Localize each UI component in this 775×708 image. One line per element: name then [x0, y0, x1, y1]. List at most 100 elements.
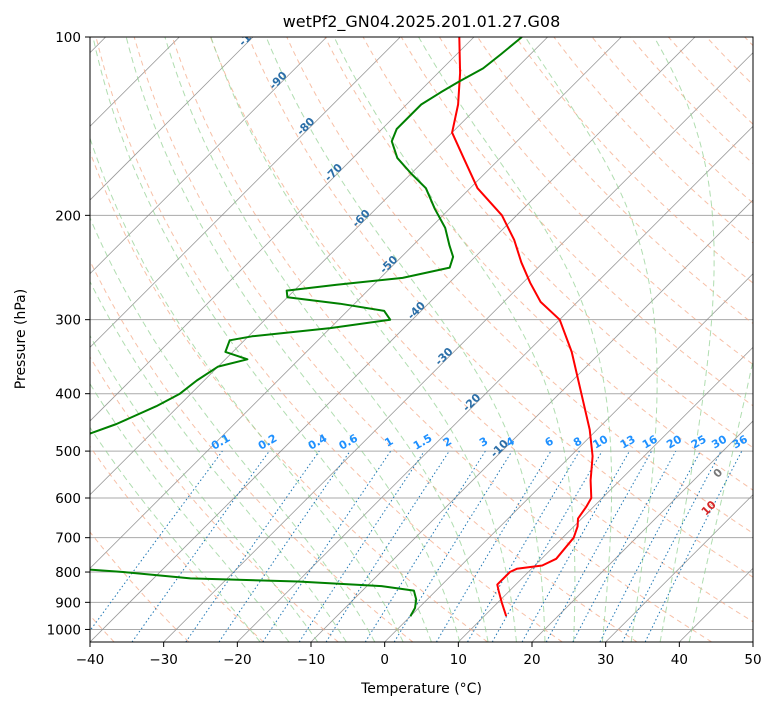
- moist-adiabat-line: [164, 37, 489, 642]
- dry-adiabat-line: [477, 37, 753, 325]
- x-tick-label: −30: [149, 652, 178, 668]
- moist-adiabat-line: [418, 37, 613, 642]
- y-tick-label: 300: [55, 313, 81, 329]
- data-lines: [90, 37, 594, 617]
- x-tick-label: 40: [671, 652, 688, 668]
- moist-adiabat-line: [688, 358, 753, 642]
- mixing-ratio-line: [262, 450, 392, 642]
- isotherm-line: [458, 346, 753, 642]
- mixing-ratio-label: 0.4: [306, 431, 330, 452]
- isotherm-line: [752, 641, 753, 642]
- chart-title: wetPf2_GN04.2025.201.01.27.G08: [283, 12, 561, 32]
- dry-adiabat-line: [210, 37, 753, 623]
- mixing-ratio-line: [364, 450, 486, 642]
- isotherm-line: [310, 199, 753, 642]
- dry-adiabat-line: [90, 356, 339, 642]
- dry-adiabat-line: [95, 37, 563, 642]
- dry-adiabat-line: [286, 37, 753, 534]
- x-axis: −40 −30 −20 −10 0 10 20 30 40 50: [76, 642, 762, 668]
- isotherm-line: [90, 37, 327, 275]
- mixing-ratio-line: [644, 450, 743, 642]
- dry-adiabat-line: [668, 37, 753, 125]
- isotherm-line: [90, 37, 548, 496]
- mixing-ratio-label: 16: [640, 432, 660, 451]
- isotherm-line: [605, 494, 753, 642]
- x-tick-label: 0: [380, 652, 389, 668]
- mixing-ratio-label: 20: [664, 432, 684, 451]
- mixing-ratio-line: [218, 450, 351, 642]
- y-tick-label: 700: [55, 531, 81, 547]
- isotherm-line: [90, 37, 622, 569]
- x-tick-label: 50: [744, 652, 761, 668]
- x-tick-label: −10: [297, 652, 326, 668]
- dry-adiabat-line: [248, 37, 753, 578]
- dry-adiabat-line: [515, 37, 753, 284]
- mixing-ratio-line: [185, 450, 320, 642]
- dry-adiabat-line: [90, 445, 264, 642]
- x-tick-label: 30: [597, 652, 614, 668]
- plot-frame: [89, 36, 754, 643]
- moist-adiabat-line: [653, 37, 715, 642]
- y-tick-label: 900: [55, 595, 81, 611]
- dry-adiabat-line: [553, 37, 753, 244]
- mixing-ratio-label: 6: [543, 434, 556, 449]
- mixing-ratio-line: [131, 450, 270, 642]
- mixing-ratio-label: 30: [709, 432, 729, 451]
- temperature-profile-line: [451, 37, 594, 617]
- isotherm-line: [90, 37, 401, 348]
- adiabat-label: 10: [699, 498, 719, 518]
- mixing-ratio-line: [325, 450, 450, 642]
- y-tick-label: 600: [55, 491, 81, 507]
- mixing-ratio-label: 25: [689, 433, 709, 452]
- y-tick-label: 800: [55, 565, 81, 581]
- moist-adiabat-line: [90, 280, 347, 642]
- guide-labels: 0.1 0.2 0.4 0.6 1 1.5 2 3 4 6 8 10 13 16 20 25 30 36-100-…: [209, 37, 750, 518]
- mixing-ratio-label: 10: [591, 432, 611, 451]
- mixing-ratio-label: 1: [382, 435, 395, 450]
- y-axis: 1000 900 800 700 600 500 400 300 200 100: [47, 30, 90, 638]
- isotherm-line: [163, 52, 753, 642]
- mixing-ratio-line: [572, 450, 677, 642]
- moist-adiabat-line: [524, 37, 658, 642]
- x-axis-label: Temperature (°C): [360, 681, 482, 697]
- mixing-ratio-line: [298, 450, 425, 642]
- y-tick-label: 1000: [47, 622, 81, 638]
- isotherm-line: [237, 125, 753, 642]
- y-tick-label: 400: [55, 387, 81, 403]
- dry-adiabat-line: [90, 259, 414, 642]
- moist-adiabat-line: [90, 334, 319, 642]
- y-axis-label: Pressure (hPa): [13, 289, 29, 389]
- mixing-ratio-label: 36: [730, 432, 750, 451]
- moist-adiabat-line: [90, 426, 261, 642]
- isotherm-line: [90, 37, 475, 422]
- mixing-ratio-label: 13: [618, 433, 638, 452]
- x-tick-label: −40: [76, 652, 105, 668]
- moist-adiabat-line: [90, 382, 290, 642]
- moist-adiabat-line: [210, 37, 517, 642]
- isotherm-line: [384, 273, 753, 642]
- isotherm-line: [90, 37, 254, 201]
- x-tick-label: 20: [523, 652, 540, 668]
- adiabat-label: -80: [294, 115, 317, 138]
- dry-adiabat-line: [591, 37, 753, 204]
- mixing-ratio-label: 1.5: [411, 432, 434, 453]
- adiabat-label: -90: [267, 69, 290, 92]
- adiabat-label: -40: [405, 299, 428, 322]
- mixing-ratio-line: [521, 450, 630, 642]
- mixing-ratio-line: [90, 450, 223, 632]
- moist-adiabat-line: [333, 37, 576, 642]
- adiabat-label: -30: [432, 345, 455, 368]
- isotherm-line: [90, 37, 696, 642]
- mixing-ratio-line: [599, 450, 701, 642]
- dry-adiabat-line: [744, 37, 753, 47]
- moist-adiabat-line: [125, 37, 461, 642]
- mixing-ratio-label: 0.1: [209, 432, 232, 453]
- x-tick-label: 10: [450, 652, 467, 668]
- dry-adiabat-line: [90, 531, 190, 642]
- dry-adiabat-line: [90, 150, 488, 642]
- moist-adiabat-line: [265, 37, 546, 642]
- y-tick-label: 500: [55, 444, 81, 460]
- mixing-ratio-label: 8: [571, 435, 584, 450]
- adiabat-label: -60: [350, 207, 373, 230]
